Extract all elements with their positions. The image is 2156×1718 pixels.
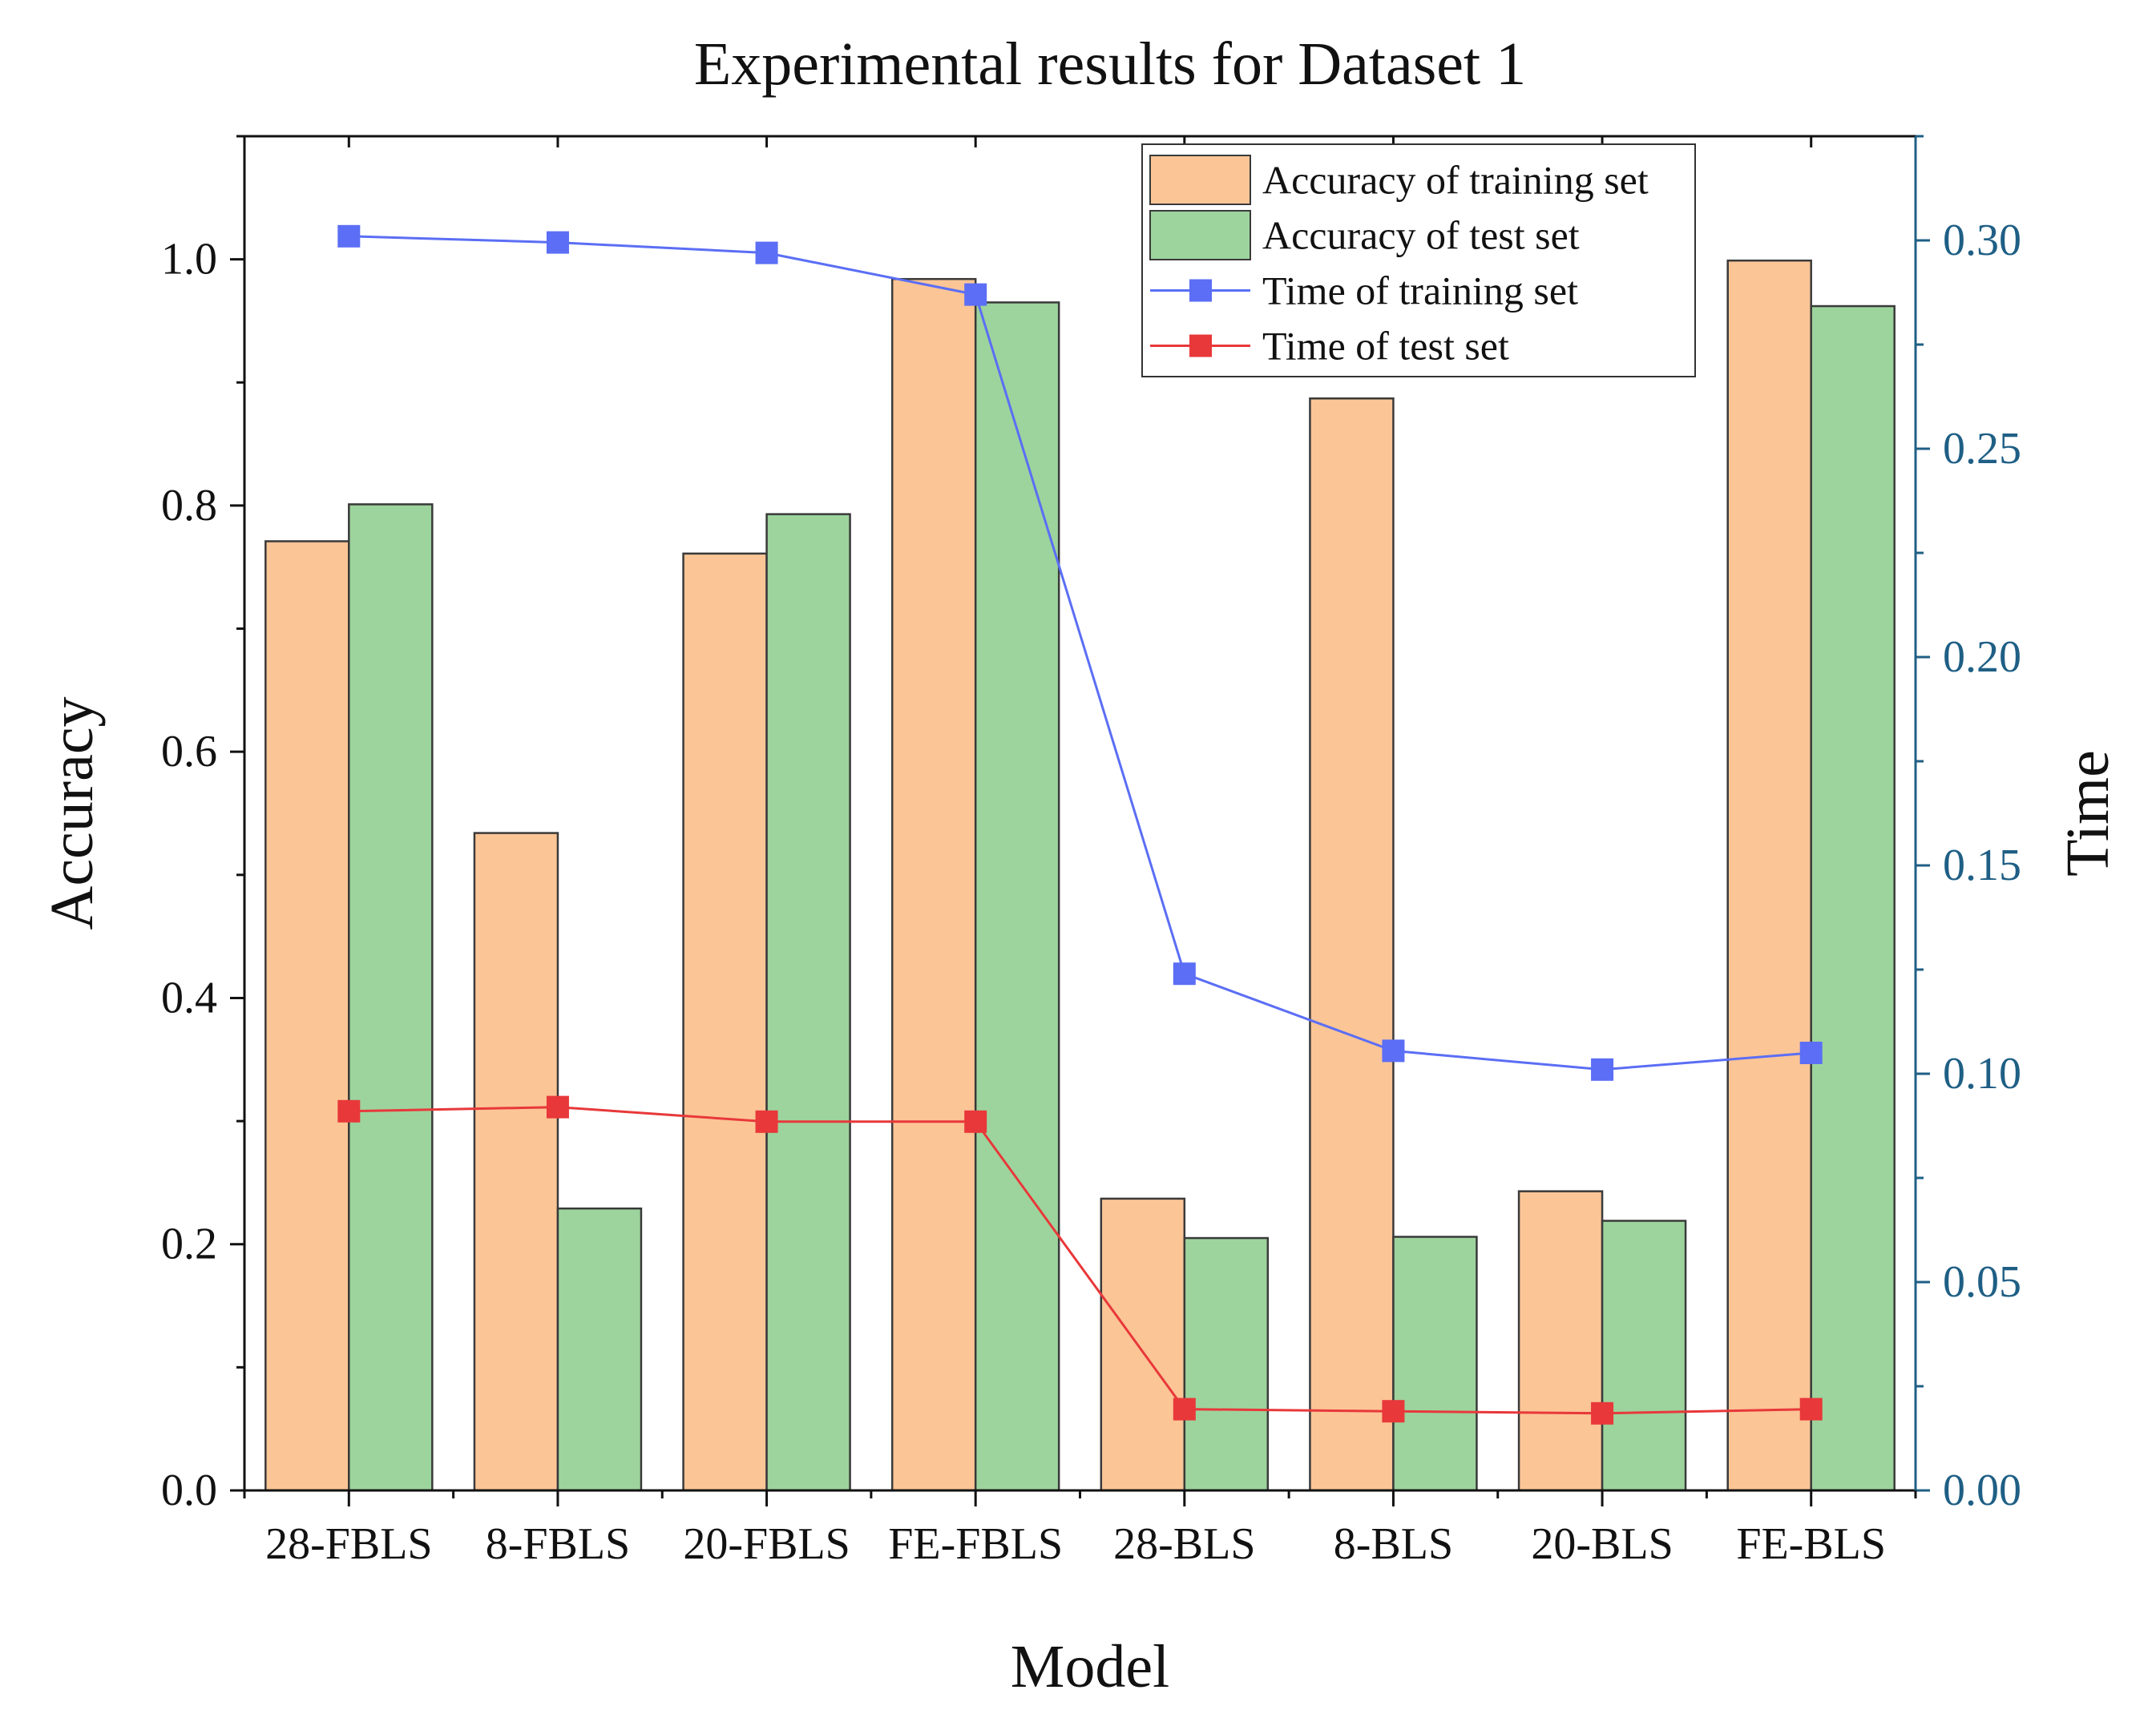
y2-axis-title: Time xyxy=(2054,750,2122,877)
marker-train-time-28-fbls xyxy=(337,224,361,248)
marker-train-time-fe-fbls xyxy=(964,283,987,306)
x-tick-label: 8-BLS xyxy=(1334,1519,1453,1569)
bar-test-acc-8-fbls xyxy=(556,1207,643,1492)
marker-train-time-20-bls xyxy=(1591,1058,1614,1081)
marker-test-time-8-fbls xyxy=(546,1095,569,1119)
legend-marker-train-time xyxy=(1189,279,1212,302)
x-tick-label: FE-BLS xyxy=(1736,1519,1886,1569)
y2-tick-label: 0.00 xyxy=(1943,1466,2021,1515)
y-tick-label: 0.4 xyxy=(161,973,217,1022)
bar-train-acc-fe-fbls xyxy=(890,277,977,1492)
y-tick-label: 0.2 xyxy=(161,1220,217,1269)
bar-train-acc-20-bls xyxy=(1517,1190,1604,1492)
bar-train-acc-8-fbls xyxy=(473,832,559,1492)
marker-test-time-fe-fbls xyxy=(964,1110,987,1133)
legend-marker-test-time xyxy=(1189,334,1212,357)
line-train-time xyxy=(349,235,1811,1071)
y2-tick-label: 0.20 xyxy=(1943,632,2021,682)
legend-label: Accuracy of test set xyxy=(1262,213,1580,258)
y2-tick-label: 0.25 xyxy=(1943,424,2021,474)
bar-train-acc-fe-bls xyxy=(1726,259,1812,1492)
bar-train-acc-28-bls xyxy=(1100,1197,1186,1492)
bar-test-acc-20-fbls xyxy=(765,513,851,1492)
marker-test-time-20-bls xyxy=(1591,1401,1614,1425)
chart-title: Experimental results for Dataset 1 xyxy=(694,30,1526,98)
axes-layer: 0.0 0.2 0.4 0.6 0.8 1.0 0.00 0.05 0.10 0.15 0.20 0.… xyxy=(161,135,2021,1569)
x-tick-label: 8-FBLS xyxy=(486,1519,631,1569)
y-axis-title: Accuracy xyxy=(38,696,106,930)
y-tick-label: 1.0 xyxy=(161,235,217,284)
marker-test-time-fe-bls xyxy=(1799,1397,1823,1421)
marker-test-time-8-bls xyxy=(1382,1400,1405,1423)
x-tick-label: 28-FBLS xyxy=(265,1519,433,1569)
legend-label: Accuracy of training set xyxy=(1262,158,1649,203)
y2-tick-label: 0.15 xyxy=(1943,841,2021,890)
legend-label: Time of training set xyxy=(1262,268,1578,313)
bar-test-acc-fe-bls xyxy=(1810,304,1896,1492)
x-axis-title: Model xyxy=(1011,1633,1169,1700)
x-tick-label: 20-FBLS xyxy=(683,1519,850,1569)
bar-test-acc-20-bls xyxy=(1601,1220,1687,1492)
marker-test-time-28-fbls xyxy=(337,1099,361,1123)
x-tick-label: 20-BLS xyxy=(1531,1519,1673,1569)
x-tick-label: 28-BLS xyxy=(1113,1519,1255,1569)
bar-test-acc-28-bls xyxy=(1183,1236,1270,1492)
y-tick-label: 0.6 xyxy=(161,727,217,776)
bar-train-acc-8-bls xyxy=(1309,397,1395,1492)
y2-tick-label: 0.05 xyxy=(1943,1257,2021,1307)
marker-test-time-20-fbls xyxy=(755,1110,778,1133)
legend: Accuracy of training set Accuracy of test… xyxy=(1141,143,1696,377)
y-tick-label: 0.8 xyxy=(161,481,217,530)
bar-train-acc-20-fbls xyxy=(682,552,768,1492)
marker-train-time-fe-bls xyxy=(1799,1042,1823,1064)
marker-train-time-20-fbls xyxy=(755,241,778,264)
legend-swatch-test-acc xyxy=(1149,210,1251,260)
marker-train-time-8-bls xyxy=(1382,1039,1405,1063)
legend-swatch-train-acc xyxy=(1149,155,1251,205)
legend-label: Time of test set xyxy=(1262,324,1509,369)
bar-test-acc-28-fbls xyxy=(348,503,434,1492)
x-tick-label: FE-FBLS xyxy=(888,1519,1063,1569)
bars-layer xyxy=(264,259,1896,1492)
bar-train-acc-28-fbls xyxy=(264,540,350,1492)
y2-tick-label: 0.30 xyxy=(1943,216,2021,265)
line-test-time xyxy=(349,1106,1811,1415)
y-tick-label: 0.0 xyxy=(161,1466,217,1515)
y2-tick-label: 0.10 xyxy=(1943,1049,2021,1099)
lines-layer xyxy=(337,224,1823,1425)
marker-train-time-28-bls xyxy=(1173,962,1196,986)
bar-test-acc-fe-fbls xyxy=(974,301,1060,1492)
bar-test-acc-8-bls xyxy=(1392,1236,1478,1492)
marker-train-time-8-fbls xyxy=(546,231,569,254)
marker-test-time-28-bls xyxy=(1173,1397,1196,1421)
